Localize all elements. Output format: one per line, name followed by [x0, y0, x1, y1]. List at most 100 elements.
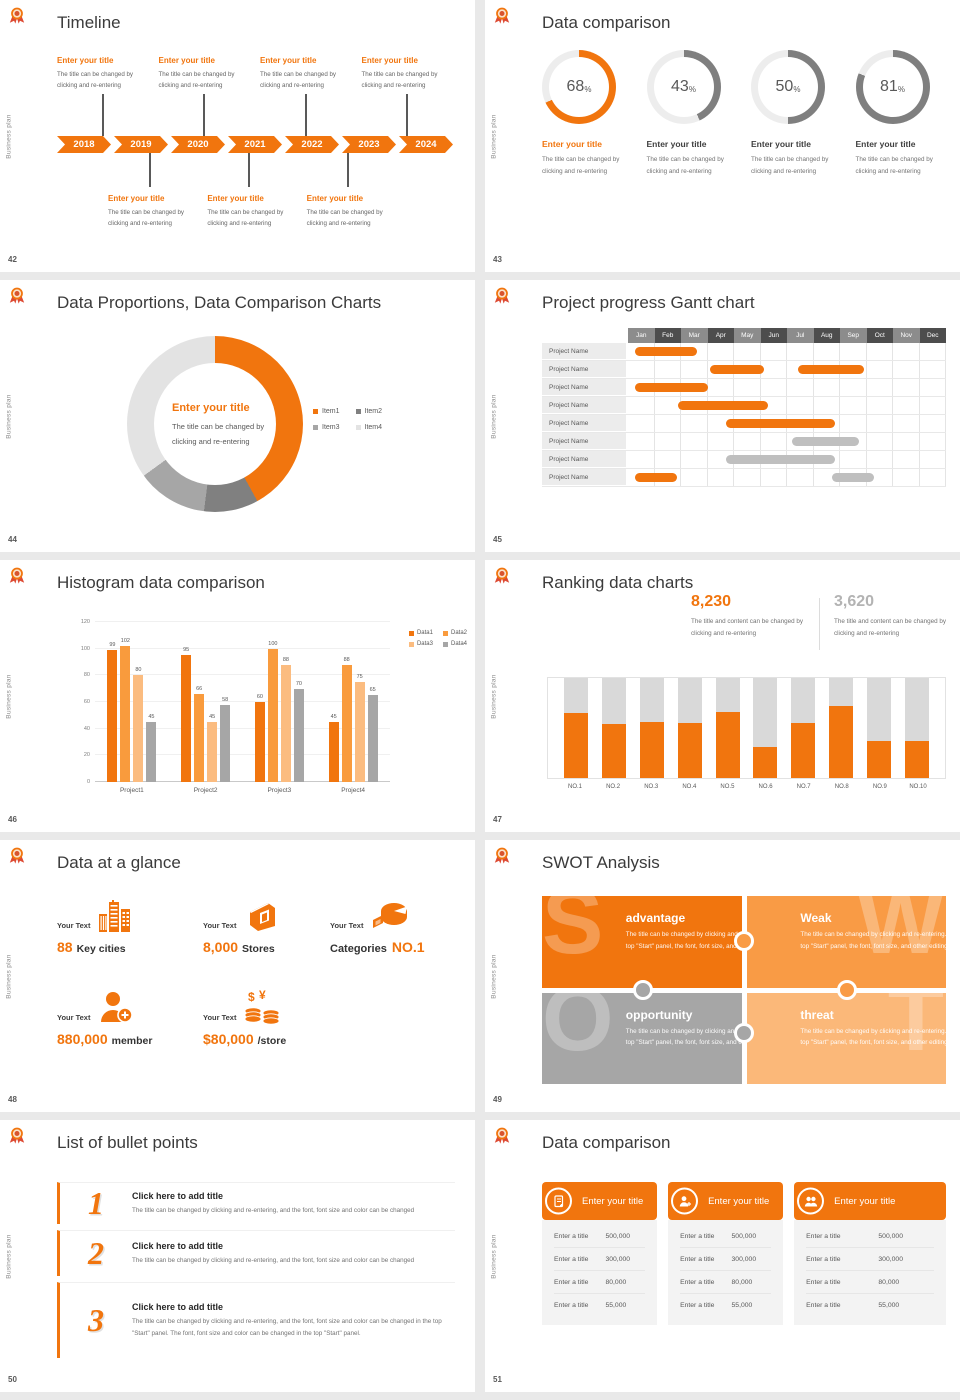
gantt-row-cells	[628, 469, 946, 486]
gantt-row: Project Name	[542, 433, 946, 451]
donut-legend-item: Item1	[313, 408, 340, 415]
gantt-grid-cell	[708, 433, 734, 450]
slide-46-histogram: Business plan Histogram data comparison …	[0, 560, 475, 832]
timeline-item-body: The title can be changed by clicking and…	[260, 71, 337, 90]
gantt-grid-cell	[893, 469, 920, 486]
slide-48-data-at-a-glance: Business plan Data at a glance Your Text…	[0, 840, 475, 1112]
gantt-grid-cell	[840, 433, 867, 450]
store-icon	[250, 903, 276, 931]
slide-title: Data comparison	[542, 13, 671, 32]
histogram-groups: 99 102 80 45 Project1 95 66 45 58 Project2 60 100 88…	[95, 622, 390, 794]
award-badge-logo-icon	[9, 1127, 25, 1144]
gantt-grid-cell	[867, 433, 893, 450]
bar-value-label: 88	[343, 656, 350, 663]
puzzle-tab-opportunity	[633, 980, 653, 1000]
timeline-item-body: The title can be changed by clicking and…	[57, 71, 134, 90]
legend-swatch	[408, 641, 414, 647]
gridline	[95, 647, 390, 649]
donut-center-body: The title can be changed by clicking and…	[172, 422, 265, 446]
gantt-grid-cell	[893, 415, 920, 432]
page-number: 46	[8, 815, 17, 824]
gantt-grid-cell	[655, 415, 681, 432]
gantt-grid-cell	[655, 397, 681, 414]
gantt-grid-cell	[867, 343, 893, 360]
bar-value-label: 60	[256, 694, 263, 700]
gantt-grid-cell	[867, 415, 893, 432]
histogram-bar: 60	[254, 694, 265, 782]
row-label: Enter a title	[680, 1233, 715, 1240]
timeline-bottom-item: Enter your title The title can be changed…	[108, 153, 191, 229]
gantt-row: Project Name	[542, 397, 946, 415]
row-label: Enter a title	[554, 1279, 589, 1286]
gantt-grid-cell	[840, 343, 867, 360]
gantt-grid-cell	[708, 469, 734, 486]
puzzle-tab-opportunity-right	[734, 1023, 754, 1044]
gantt-grid-cell	[628, 451, 655, 468]
table-row: Enter a title 55,000	[680, 1294, 771, 1316]
ranking-bar-track	[791, 678, 816, 778]
vertical-label: Business plan	[5, 673, 13, 719]
ranking-bar-fill	[753, 747, 778, 778]
gantt-grid-cell	[708, 343, 734, 360]
row-value: 500,000	[731, 1233, 757, 1240]
donut-center-text: Enter your title The title can be change…	[172, 402, 287, 449]
timeline-item-body: The title can be changed by clicking and…	[361, 71, 438, 90]
gantt-row-label: Project Name	[542, 451, 628, 468]
gantt-grid-cell	[867, 397, 893, 414]
row-value: 300,000	[878, 1256, 903, 1263]
bar-value-label: 65	[369, 687, 376, 694]
gantt-grid-cell	[787, 343, 814, 360]
gantt-grid-cell	[840, 397, 867, 414]
legend-label: Data2	[450, 630, 467, 636]
gantt-grid-cell	[867, 451, 893, 468]
gantt-grid-cell	[787, 469, 814, 486]
award-badge-logo-icon	[9, 847, 25, 864]
ranking-bar-fill	[677, 723, 702, 778]
histogram-group: 99 102 80 45 Project1	[107, 622, 157, 794]
gantt-bar	[634, 473, 678, 482]
timeline-bottom-item: Enter your title The title can be changed…	[207, 153, 290, 229]
histogram-group: 95 66 45 58 Project2	[181, 622, 231, 794]
ranking-bar-track	[715, 678, 740, 778]
gantt-month-cell: Nov	[893, 328, 920, 343]
gantt-month-cell: Jan	[628, 328, 655, 343]
city-buildings-icon	[99, 900, 131, 932]
legend-swatch	[313, 425, 318, 430]
timeline-top-item: Enter your title The title can be changed…	[260, 56, 352, 136]
timeline-year-chevron: 2022	[285, 136, 339, 153]
legend-swatch	[408, 630, 414, 636]
x-axis-category-label: Project1	[119, 787, 144, 794]
row-value: 55,000	[605, 1302, 627, 1309]
bar-value-label: 88	[282, 656, 289, 663]
table-row: Enter a title 300,000	[806, 1248, 934, 1271]
histogram-legend: Data1 Data2 Data3 Data4	[408, 630, 467, 647]
ranking-bar-fill	[564, 713, 588, 778]
page-number: 50	[8, 1375, 17, 1384]
vertical-label: Business plan	[490, 1233, 498, 1279]
bar-value-label: 45	[330, 714, 337, 720]
row-label: Enter a title	[806, 1279, 841, 1286]
vertical-label: Business plan	[5, 393, 13, 439]
ranking-bar-fill	[829, 706, 854, 778]
table-row: Enter a title 80,000	[554, 1271, 646, 1294]
histogram-bar: 75	[354, 674, 365, 782]
vertical-label: Business plan	[490, 953, 498, 999]
gantt-grid-cell	[814, 451, 840, 468]
document-add-icon	[545, 1187, 572, 1215]
table-row: Enter a title 300,000	[680, 1248, 772, 1271]
bar-value-label: 102	[120, 638, 130, 644]
donut-legend-item: Item4	[355, 424, 382, 431]
gridline	[95, 701, 390, 702]
table-row: Enter a title 80,000	[680, 1271, 772, 1294]
gantt-grid-cell	[840, 361, 867, 378]
gantt-grid-cell	[920, 343, 946, 360]
gantt-month-cell: Jul	[787, 328, 814, 343]
page-number: 44	[8, 535, 17, 544]
donut-chart	[127, 336, 303, 512]
card-rows: Enter a title 500,000 Enter a title 300,000…	[542, 1220, 658, 1325]
timeline-item-title: Enter your title	[260, 56, 317, 65]
gantt-bar	[726, 419, 835, 428]
bar-value-label: 70	[295, 680, 302, 687]
gantt-grid-cell	[734, 433, 761, 450]
ranking-category-label: NO.8	[834, 784, 849, 790]
